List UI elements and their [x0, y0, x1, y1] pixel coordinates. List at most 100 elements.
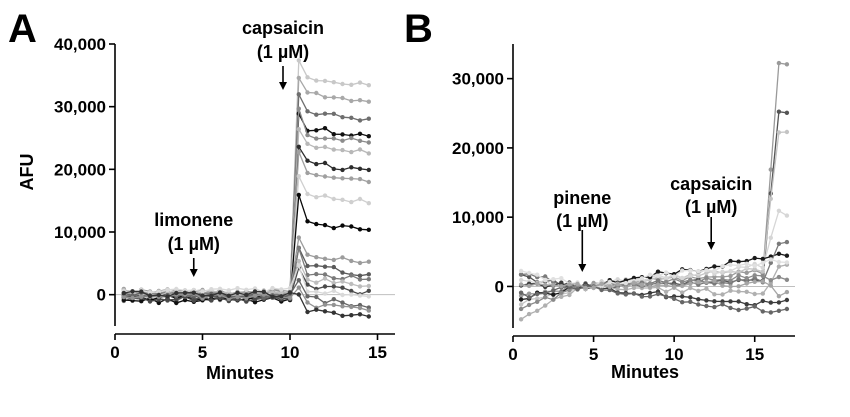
panel-b-data-point — [728, 288, 733, 293]
panel-a-data-point — [331, 288, 336, 293]
panel-a-data-point — [305, 289, 310, 294]
panel-b-data-point — [768, 300, 773, 305]
panel-a-y-tick-label: 30,000 — [54, 98, 106, 117]
panel-b-data-point — [551, 292, 556, 297]
panel-b-data-point — [526, 302, 532, 308]
panel-b-x-tick-label: 10 — [665, 345, 684, 364]
panel-a-data-point — [357, 312, 363, 317]
panel-a-data-point — [130, 289, 135, 294]
panel-a-data-point — [340, 81, 345, 87]
panel-a-data-point — [340, 270, 345, 275]
panel-b-data-point — [567, 292, 572, 298]
panel-a-data-point — [296, 106, 301, 111]
panel-a-data-point — [305, 158, 310, 163]
panel-a-data-point — [349, 304, 354, 310]
panel-b-data-point — [526, 311, 532, 317]
panel-a-data-point — [217, 286, 223, 291]
panel-a-data-point — [121, 294, 127, 300]
panel-b-data-point — [680, 275, 685, 281]
panel-a-data-point — [296, 92, 301, 97]
panel-b-data-point — [663, 294, 669, 299]
panel-a-data-point — [165, 294, 170, 299]
panel-b-data-point — [784, 129, 790, 135]
panel-b-data-point — [696, 279, 701, 285]
panel-b-data-point — [543, 274, 548, 279]
panel-b-data-point — [736, 273, 741, 278]
panel-b-y-tick-label: 10,000 — [452, 208, 504, 227]
panel-b-data-point — [575, 281, 580, 287]
panel-a-data-point — [366, 314, 371, 319]
panel-a-data-point — [314, 294, 319, 300]
panel-a-data-point — [296, 292, 301, 297]
panel-b-series-path — [520, 274, 788, 310]
panel-a-data-point — [165, 287, 170, 293]
panel-b-data-point — [776, 259, 782, 265]
panel-a-data-point — [314, 128, 319, 133]
panel-a-y-tick-label: 40,000 — [54, 35, 106, 54]
panel-a-data-point — [314, 255, 319, 260]
panel-b-data-point — [518, 277, 524, 283]
panel-b-data-point — [768, 257, 773, 262]
panel-a-data-point — [322, 193, 328, 198]
panel-b-data-point — [760, 269, 765, 274]
panel-b-data-point — [671, 296, 677, 301]
panel-a-data-point — [349, 273, 354, 278]
panel-b-data-point — [615, 287, 620, 292]
panel-a-series-path — [123, 111, 369, 304]
panel-a-data-point — [121, 291, 127, 296]
panel-b-data-point — [615, 277, 620, 282]
panel-b-data-point — [736, 263, 741, 268]
panel-a-data-point — [331, 225, 336, 231]
panel-b-data-point — [526, 295, 532, 300]
panel-a-data-point — [340, 223, 345, 228]
panel-b-data-point — [752, 304, 757, 309]
panel-b-data-point — [688, 277, 693, 282]
panel-b-data-point — [760, 260, 765, 265]
panel-a-data-point — [305, 90, 310, 95]
panel-b-data-point — [760, 291, 765, 296]
panel-b-data-point — [647, 290, 653, 296]
panel-a-data-point — [349, 199, 354, 205]
panel-b-data-point — [663, 270, 669, 275]
panel-a-data-point — [174, 290, 179, 296]
panel-b-data-point — [655, 273, 661, 278]
panel-a-data-point — [139, 289, 144, 294]
panel-b-data-point — [736, 299, 741, 304]
panel-a-data-point — [279, 294, 284, 299]
panel-b-data-point — [535, 308, 540, 313]
panel-a-data-point — [314, 112, 319, 117]
panel-b-data-point — [688, 285, 693, 291]
panel-b-data-point — [784, 289, 790, 295]
panel-b-data-point — [559, 290, 564, 295]
panel-a-y-axis-label: AFU — [17, 154, 37, 191]
panel-a-data-point — [331, 111, 336, 117]
panel-b-data-point — [784, 239, 790, 245]
panel-b-data-point — [639, 282, 645, 287]
panel-b-series-line — [518, 257, 790, 291]
panel-a-data-point — [340, 167, 345, 173]
panel-b-capsaicin-concentration: (1 µM) — [685, 197, 737, 217]
panel-a-data-point — [322, 276, 328, 281]
panel-b-data-point — [607, 284, 612, 289]
panel-a-data-point — [366, 259, 371, 264]
panel-b-data-point — [696, 288, 701, 294]
panel-b-data-point — [655, 282, 661, 288]
panel-a-data-point — [331, 95, 336, 100]
panel-a-data-point — [305, 141, 310, 146]
panel-b-data-point — [559, 280, 564, 285]
panel-a-data-point — [296, 144, 301, 149]
panel-b-data-point — [728, 262, 733, 267]
panel-a-data-point — [305, 75, 310, 80]
panel-a-data-point — [331, 302, 336, 308]
panel-a-data-point — [349, 258, 354, 264]
panel-a-data-point — [366, 134, 371, 139]
panel-a-data-point — [235, 286, 240, 291]
panel-a-data-point — [322, 174, 328, 179]
panel-a-data-point — [322, 95, 328, 100]
panel-a-data-point — [340, 197, 345, 202]
panel-b-data-point — [760, 256, 765, 262]
panel-a-data-point — [287, 290, 293, 295]
panel-a-data-point — [182, 297, 188, 303]
panel-a-data-point — [357, 80, 363, 85]
panel-b-data-point — [535, 272, 540, 277]
